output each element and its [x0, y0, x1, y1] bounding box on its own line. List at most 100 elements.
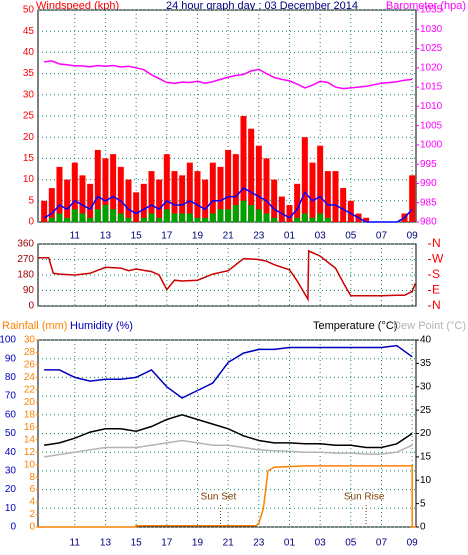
y-tick-label: 1000: [420, 140, 443, 151]
x-tick-label: 13: [100, 538, 112, 549]
y-tick-label: 4: [29, 497, 35, 508]
x-tick-label: 01: [284, 231, 296, 242]
bar: [409, 175, 416, 222]
y-tick-label: 16: [24, 422, 36, 433]
x-tick-label: 19: [192, 231, 204, 242]
y-tick-label: E: [432, 283, 440, 297]
bar: [171, 213, 178, 222]
bar: [194, 171, 201, 222]
series-line: [38, 465, 416, 528]
bar: [64, 179, 71, 222]
bar: [156, 217, 163, 222]
y-tick-label: 20: [23, 132, 35, 143]
y-tick-label: 40: [5, 447, 17, 458]
bar: [64, 217, 71, 222]
bar: [117, 166, 124, 222]
bar: [71, 162, 78, 222]
y-tick-label: 0: [28, 217, 34, 228]
bar: [156, 179, 163, 222]
bar: [125, 217, 132, 222]
x-tick-label: 13: [100, 231, 112, 242]
y-tick-label: 18: [24, 409, 36, 420]
y-tick-label: 35: [23, 68, 35, 79]
bar: [163, 154, 170, 222]
y-tick-label: 985: [420, 197, 437, 208]
y-tick-label: 20: [24, 397, 36, 408]
bar: [133, 192, 140, 222]
y-tick-label: 1010: [420, 101, 443, 112]
bar: [79, 175, 86, 222]
bar: [278, 196, 285, 222]
bar: [87, 217, 94, 222]
bar: [309, 217, 316, 222]
bar: [232, 154, 239, 222]
y-tick-label: 2: [29, 509, 35, 520]
y-tick-label: S: [432, 267, 440, 281]
bar: [79, 213, 86, 222]
y-tick-label: 5: [420, 498, 426, 509]
bar: [340, 188, 347, 222]
y-tick-label: 6: [29, 484, 35, 495]
legend-label: Dew Point (°C): [393, 320, 466, 332]
y-tick-label: 10: [420, 475, 432, 486]
y-tick-label: 30: [24, 335, 36, 346]
x-tick-label: 07: [376, 538, 388, 549]
bar: [225, 149, 232, 222]
y-tick-label: 10: [5, 503, 17, 514]
bar: [363, 217, 370, 222]
x-tick-label: 23: [253, 538, 265, 549]
y-tick-label: 270: [17, 254, 34, 265]
y-tick-label: 5: [28, 195, 34, 206]
bar: [202, 217, 209, 222]
y-tick-label: 50: [23, 5, 35, 16]
y-tick-label: 10: [24, 459, 36, 470]
x-tick-label: 07: [376, 231, 388, 242]
x-tick-label: 17: [161, 231, 173, 242]
x-tick-label: 17: [161, 538, 173, 549]
bar: [171, 171, 178, 222]
y-tick-label: 35: [420, 358, 432, 369]
bar: [317, 145, 324, 222]
legend-label: Humidity (%): [70, 320, 133, 332]
bar: [217, 166, 224, 222]
bar: [94, 149, 101, 222]
y-tick-label: 360: [17, 239, 34, 250]
y-tick-label: 180: [17, 270, 34, 281]
y-tick-label: 15: [420, 452, 432, 463]
series-line: [43, 414, 413, 449]
y-tick-label: N: [432, 236, 441, 250]
bar: [324, 217, 331, 222]
series-line: [43, 187, 413, 223]
bar: [163, 209, 170, 222]
y-tick-label: 22: [24, 385, 36, 396]
bar: [56, 166, 63, 222]
bar: [148, 171, 155, 222]
bar: [102, 205, 109, 222]
legend-label: Rainfall (mm): [2, 320, 67, 332]
series-line: [43, 60, 413, 90]
y-tick-label: 995: [420, 159, 437, 170]
y-tick-label: 10: [23, 174, 35, 185]
y-tick-label: 90: [23, 285, 35, 296]
y-tick-label: 25: [420, 405, 432, 416]
bar: [301, 137, 308, 222]
y-tick-label: 980: [420, 217, 437, 228]
y-tick-label: 70: [5, 391, 17, 402]
bar: [56, 213, 63, 222]
y-tick-label: 28: [24, 347, 36, 358]
y-tick-label: 30: [5, 466, 17, 477]
bar: [255, 209, 262, 222]
bar: [240, 200, 247, 222]
bar: [48, 188, 55, 222]
y-tick-label: 1020: [420, 62, 443, 73]
y-tick-label: 0: [10, 522, 16, 533]
y-tick-label: 1015: [420, 82, 443, 93]
bar: [209, 162, 216, 222]
bar: [301, 213, 308, 222]
bar: [332, 171, 339, 222]
bar: [255, 145, 262, 222]
y-tick-label: 1005: [420, 120, 443, 131]
bar: [286, 205, 293, 222]
x-tick-label: 01: [284, 538, 296, 549]
